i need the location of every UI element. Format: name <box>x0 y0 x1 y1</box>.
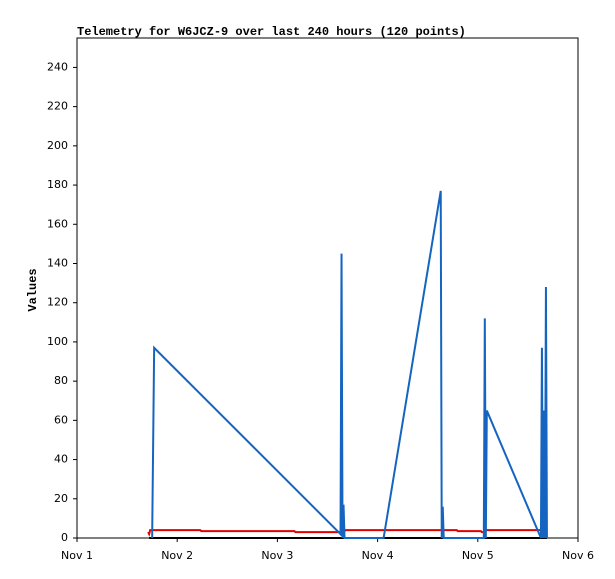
x-tick-label: Nov 5 <box>462 549 494 562</box>
y-tick-label: 200 <box>47 139 68 152</box>
y-tick-label: 20 <box>54 492 68 505</box>
y-tick-label: 60 <box>54 413 68 426</box>
y-tick-label: 0 <box>61 531 68 544</box>
x-tick-label: Nov 3 <box>261 549 293 562</box>
y-tick-label: 220 <box>47 100 68 113</box>
x-tick-label: Nov 1 <box>61 549 93 562</box>
y-tick-label: 140 <box>47 256 68 269</box>
y-tick-label: 160 <box>47 217 68 230</box>
y-tick-label: 40 <box>54 453 68 466</box>
y-axis-label: Values <box>26 268 40 311</box>
y-tick-label: 240 <box>47 60 68 73</box>
chart-title: Telemetry for W6JCZ-9 over last 240 hour… <box>77 25 466 39</box>
x-tick-label: Nov 4 <box>362 549 394 562</box>
x-tick-label: Nov 2 <box>161 549 193 562</box>
series-line <box>151 190 548 539</box>
y-tick-label: 120 <box>47 296 68 309</box>
y-tick-label: 80 <box>54 374 68 387</box>
x-tick-label: Nov 6 <box>562 549 594 562</box>
y-tick-label: 180 <box>47 178 68 191</box>
y-tick-label: 100 <box>47 335 68 348</box>
